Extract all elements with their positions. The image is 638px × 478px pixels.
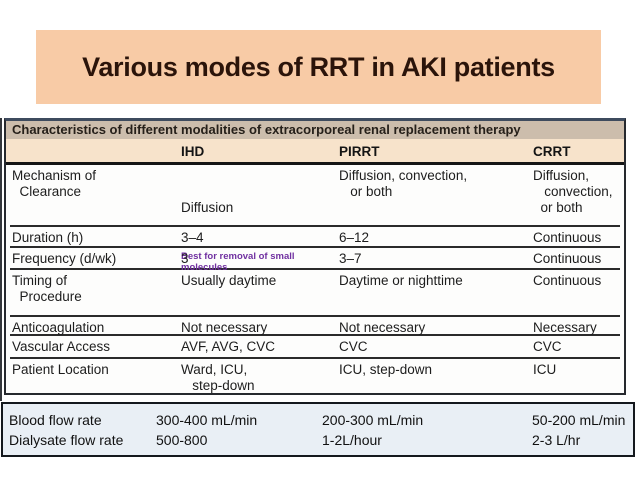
table-caption: Characteristics of different modalities … xyxy=(6,121,624,139)
row-label: Patient Location xyxy=(12,362,109,377)
cell-pirrt: Daytime or nighttime xyxy=(339,273,463,288)
page-title: Various modes of RRT in AKI patients xyxy=(82,51,555,82)
row-label: Duration (h) xyxy=(12,230,84,245)
ihd-annotation: Best for removal of small molecules xyxy=(181,251,295,273)
cell-crrt: Continuous xyxy=(533,230,602,245)
row-label: Mechanism of Clearance xyxy=(12,168,97,199)
table-header-row: IHD PIRRT CRRT xyxy=(6,139,624,165)
cell-crrt: Continuous xyxy=(533,251,602,266)
cell-crrt: CVC xyxy=(533,339,562,354)
cell-pirrt: CVC xyxy=(339,339,368,354)
cell-ihd: 300-400 mL/min xyxy=(156,412,258,428)
table-row-duration: Duration (h) 3–4 6–12 Continuous xyxy=(10,227,620,248)
table-left-edge-line xyxy=(0,118,2,401)
row-label: Anticoagulation xyxy=(12,320,105,335)
cell-crrt: 2-3 L/hr xyxy=(532,432,581,448)
cell-ihd: Not necessary xyxy=(181,320,268,335)
cell-pirrt: 200-300 mL/min xyxy=(322,412,424,428)
rrt-table: Characteristics of different modalities … xyxy=(4,118,626,395)
cell-crrt: ICU xyxy=(533,362,557,377)
cell-ihd: 3–4 xyxy=(181,230,204,245)
row-label: Blood flow rate xyxy=(9,412,102,428)
cell-crrt: Continuous xyxy=(533,273,602,288)
cell-ihd-value: Diffusion xyxy=(181,200,234,215)
cell-pirrt: 3–7 xyxy=(339,251,362,266)
cell-ihd: Diffusion Best for removal of small mole… xyxy=(181,165,339,305)
row-label: Frequency (d/wk) xyxy=(12,251,117,266)
cell-ihd: AVF, AVG, CVC xyxy=(181,339,276,354)
cell-pirrt: 6–12 xyxy=(339,230,370,245)
cell-ihd: 500-800 xyxy=(156,432,208,448)
cell-pirrt: 1-2L/hour xyxy=(322,432,382,448)
flow-row-dialysate: Dialysate flow rate 500-800 1-2L/hour 2-… xyxy=(3,430,633,450)
cell-pirrt: ICU, step-down xyxy=(339,362,433,377)
column-header-ihd: IHD xyxy=(181,144,205,159)
table-row-timing: Timing of Procedure Usually daytime Dayt… xyxy=(10,270,620,317)
row-label: Dialysate flow rate xyxy=(9,432,124,448)
cell-crrt: Diffusion, convection, or both xyxy=(533,168,613,215)
column-header-crrt: CRRT xyxy=(533,144,571,159)
table-row-patient-location: Patient Location Ward, ICU, step-down IC… xyxy=(10,359,620,393)
table-row-vascular-access: Vascular Access AVF, AVG, CVC CVC CVC xyxy=(10,336,620,359)
cell-ihd: Usually daytime xyxy=(181,273,277,288)
title-banner: Various modes of RRT in AKI patients xyxy=(36,30,601,104)
cell-pirrt: Not necessary xyxy=(339,320,426,335)
column-header-empty xyxy=(10,139,181,162)
cell-ihd: Ward, ICU, step-down xyxy=(181,362,255,393)
table-row-mechanism: Mechanism of Clearance Diffusion Best fo… xyxy=(10,165,620,273)
table-body: IHD PIRRT CRRT Mechanism of Clearance Di… xyxy=(6,139,624,393)
flow-row-blood: Blood flow rate 300-400 mL/min 200-300 m… xyxy=(3,410,633,430)
table-row-anticoagulation: Anticoagulation Not necessary Not necess… xyxy=(10,317,620,336)
cell-pirrt: Diffusion, convection, or both xyxy=(339,168,468,199)
cell-crrt: Necessary xyxy=(533,320,597,335)
flow-rates-panel: Blood flow rate 300-400 mL/min 200-300 m… xyxy=(1,402,635,457)
row-label: Vascular Access xyxy=(12,339,111,354)
cell-crrt: 50-200 mL/min xyxy=(532,412,626,428)
column-header-pirrt: PIRRT xyxy=(339,144,380,159)
table-row-frequency: Frequency (d/wk) 3 3–7 Continuous xyxy=(10,248,620,270)
row-label: Timing of Procedure xyxy=(12,273,82,304)
cell-ihd: 3 xyxy=(181,251,189,266)
